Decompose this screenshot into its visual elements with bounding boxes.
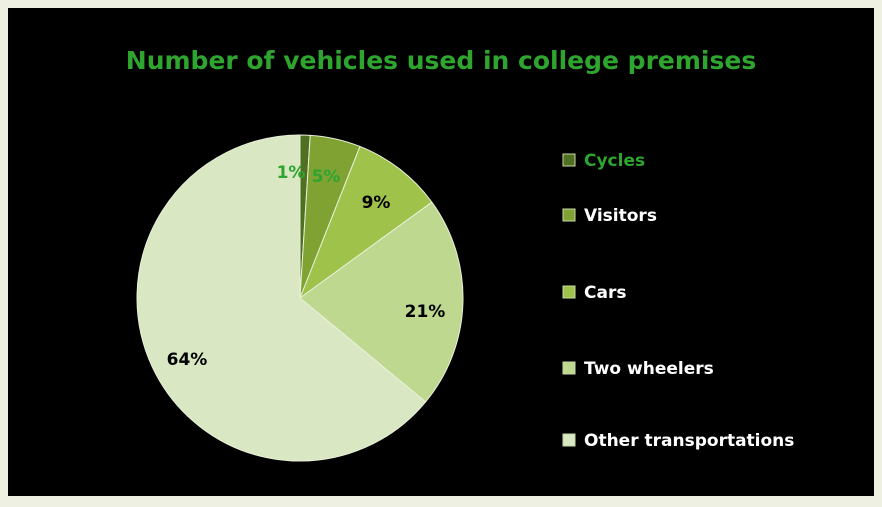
chart-title: Number of vehicles used in college premi… xyxy=(126,46,756,75)
legend-label: Other transportations xyxy=(584,431,794,451)
legend-swatch xyxy=(562,285,576,299)
legend-label: Cycles xyxy=(584,151,645,171)
data-label: 5% xyxy=(312,167,341,187)
legend-label: Two wheelers xyxy=(584,359,714,379)
legend-label: Visitors xyxy=(584,206,657,226)
data-label: 21% xyxy=(405,302,446,322)
legend-swatch xyxy=(562,361,576,375)
pie-slice xyxy=(298,145,433,300)
legend-label: Cars xyxy=(584,283,626,303)
pie-slice xyxy=(299,201,464,403)
data-label: 64% xyxy=(167,350,208,370)
legend-swatch xyxy=(562,208,576,222)
data-label: 9% xyxy=(362,193,391,213)
pie-slice xyxy=(136,134,427,462)
legend-swatch xyxy=(562,433,576,447)
data-label: 1% xyxy=(277,163,306,183)
legend-swatch xyxy=(562,153,576,167)
